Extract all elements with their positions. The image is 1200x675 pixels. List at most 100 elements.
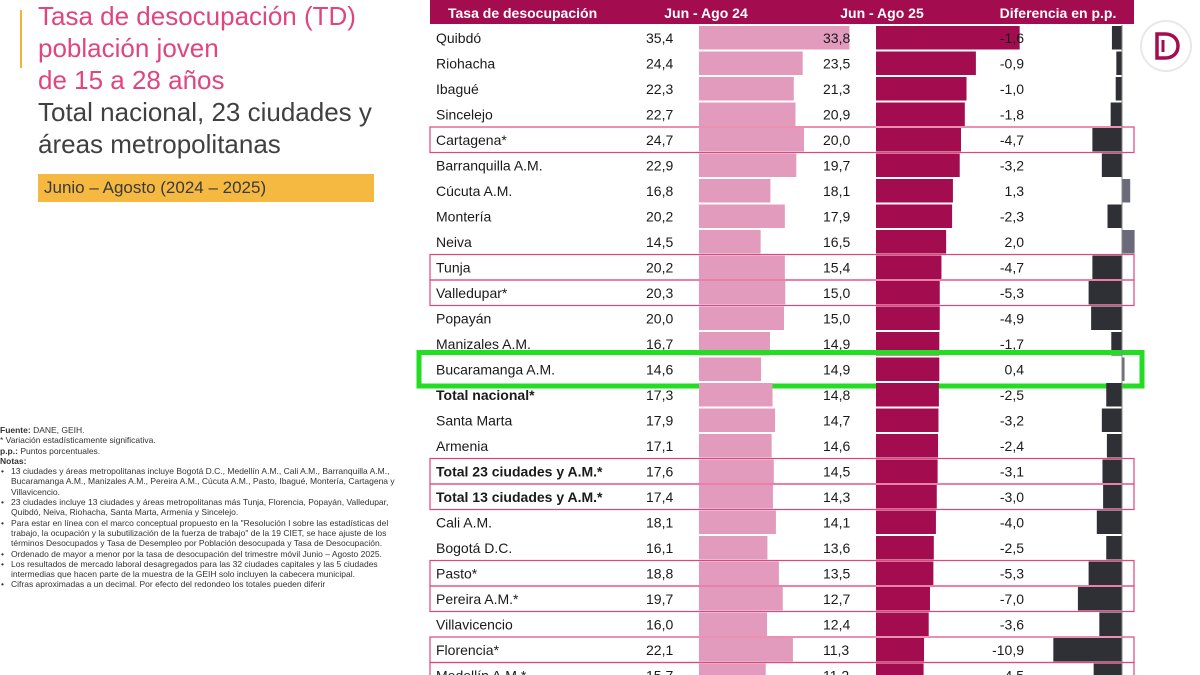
bar-2025: [876, 230, 947, 254]
value-2024: 16,8: [646, 183, 673, 199]
value-2024: 20,2: [646, 259, 673, 275]
diff-bar: [1110, 102, 1122, 126]
value-diff: -5,3: [1000, 285, 1024, 301]
value-2024: 16,0: [646, 616, 673, 632]
value-diff: -2,3: [1000, 208, 1024, 224]
bar-2025: [876, 102, 965, 126]
diff-bar: [1106, 536, 1122, 560]
value-2025: 14,1: [823, 514, 850, 530]
value-2024: 17,4: [646, 489, 673, 505]
row-outline: [429, 661, 1135, 675]
title-line-4: Total nacional, 23 ciudades y: [38, 97, 372, 127]
asterisk-note: * Variación estadísticamente significati…: [0, 435, 156, 446]
bar-2025: [876, 26, 1020, 50]
value-2025: 21,3: [823, 81, 850, 97]
row-label: Tunja: [436, 259, 471, 275]
bar-2025: [876, 383, 939, 407]
source-line: Fuente: DANE, GEIH.: [0, 425, 418, 435]
notes-list: 13 ciudades y áreas metropolitanas inclu…: [0, 466, 418, 590]
value-2024: 35,4: [646, 30, 673, 46]
diff-bar: [1101, 408, 1122, 432]
value-diff: -3,2: [1000, 157, 1024, 173]
bar-2025: [876, 306, 940, 330]
footnotes: Fuente: DANE, GEIH. * Variación estadíst…: [0, 425, 418, 590]
row-label: Santa Marta: [436, 412, 512, 428]
value-diff: 0,4: [1005, 361, 1025, 377]
bar-2025: [876, 77, 967, 101]
diff-bar: [1106, 434, 1122, 458]
value-diff: 1,3: [1005, 183, 1025, 199]
diff-bar: [1088, 561, 1122, 585]
bar-2025: [876, 459, 938, 483]
row-label: Popayán: [436, 310, 491, 326]
bar-2025: [876, 153, 960, 177]
value-diff: -4,9: [1000, 310, 1024, 326]
bar-2025: [876, 510, 936, 534]
value-diff: -1,7: [1000, 336, 1024, 352]
note-item: 13 ciudades y áreas metropolitanas inclu…: [1, 466, 418, 497]
bar-2024: [699, 281, 786, 305]
row-outline: [429, 126, 1135, 154]
diff-bar: [1106, 383, 1122, 407]
pp-line: p.p.: Puntos porcentuales.: [0, 446, 418, 456]
bar-2024: [699, 230, 761, 254]
bar-2025: [876, 51, 976, 75]
bar-2024: [699, 255, 785, 279]
diff-bar: [1122, 179, 1131, 203]
value-diff: -1,8: [1000, 106, 1024, 122]
table-header-bar: [430, 0, 1134, 24]
value-2024: 17,9: [646, 412, 673, 428]
value-2025: 14,3: [823, 489, 850, 505]
diff-bar: [1111, 26, 1122, 50]
diff-bar: [1091, 306, 1122, 330]
title-line-3: de 15 a 28 años: [38, 65, 225, 95]
bar-2024: [699, 510, 776, 534]
bar-2024: [699, 128, 804, 152]
row-label: Villavicencio: [436, 616, 513, 632]
value-2025: 12,4: [823, 616, 850, 632]
note-item: 23 ciudades incluye 13 ciudades y áreas …: [1, 497, 418, 518]
value-2025: 12,7: [823, 591, 850, 607]
bar-2025: [876, 485, 937, 509]
bar-2025: [876, 536, 934, 560]
notes-label: Notas:: [0, 455, 27, 466]
row-outline: [429, 279, 1135, 307]
diff-bar: [1116, 51, 1122, 75]
title-line-2: población joven: [38, 33, 219, 63]
bar-2024: [699, 332, 770, 356]
value-2025: 33,8: [823, 30, 850, 46]
value-diff: -3,1: [1000, 463, 1024, 479]
diff-bar: [1111, 332, 1122, 356]
value-2025: 14,9: [823, 336, 850, 352]
row-label: Total 13 ciudades y A.M.*: [436, 489, 603, 505]
row-outline: [429, 559, 1135, 587]
value-2025: 14,9: [823, 361, 850, 377]
note-item: Para estar en línea con el marco concept…: [1, 518, 418, 549]
value-2024: 18,1: [646, 514, 673, 530]
diff-bar: [1096, 510, 1122, 534]
value-diff: -4,7: [1000, 132, 1024, 148]
bar-2024: [699, 663, 766, 675]
diff-bar: [1099, 612, 1122, 636]
bar-2024: [699, 612, 767, 636]
bar-2025: [876, 128, 961, 152]
title-block: Tasa de desocupación (TD) población jove…: [38, 0, 418, 160]
value-2025: 20,0: [823, 132, 850, 148]
row-outline: [429, 585, 1135, 613]
bar-2024: [699, 204, 785, 228]
bar-2024: [699, 51, 803, 75]
value-2025: 14,8: [823, 387, 850, 403]
title-line-5: áreas metropolitanas: [38, 129, 281, 159]
value-2024: 24,7: [646, 132, 673, 148]
diff-bar: [1122, 357, 1125, 381]
row-outline: [429, 483, 1135, 511]
row-label: Total nacional*: [436, 387, 535, 403]
value-2024: 22,3: [646, 81, 673, 97]
column-header: Jun - Ago 25: [840, 5, 924, 21]
bar-2025: [876, 434, 939, 458]
bar-2024: [699, 485, 773, 509]
value-2025: 14,5: [823, 463, 850, 479]
value-2024: 15,7: [646, 667, 673, 675]
bar-2024: [699, 357, 762, 381]
value-diff: -2,5: [1000, 387, 1024, 403]
